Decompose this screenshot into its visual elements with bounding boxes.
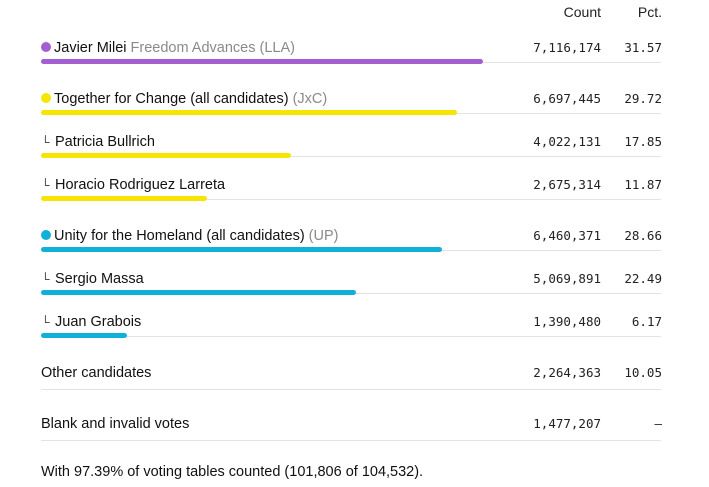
count-value: 6,697,445: [533, 91, 601, 106]
row-label: Other candidates: [41, 364, 151, 382]
row-name: Other candidates: [41, 365, 152, 381]
row-name: Patricia Bullrich: [55, 134, 155, 150]
row-divider: [41, 440, 661, 441]
pct-value: 31.57: [624, 40, 662, 55]
row-divider: [41, 199, 661, 200]
vote-share-bar: [41, 290, 356, 295]
row-label: └ Juan Grabois: [41, 313, 141, 331]
row-label: Javier Milei Freedom Advances (LLA): [41, 39, 295, 57]
party-label: (UP): [304, 228, 339, 244]
pct-value: 11.87: [624, 177, 662, 192]
vote-share-bar: [41, 59, 483, 64]
row-divider: [41, 156, 661, 157]
count-value: 2,675,314: [533, 177, 601, 192]
pct-value: 22.49: [624, 271, 662, 286]
row-name: Javier Milei: [54, 40, 127, 56]
vote-share-bar: [41, 196, 207, 201]
sub-item-icon: └: [41, 135, 50, 149]
vote-share-bar: [41, 110, 457, 115]
row-name: Unity for the Homeland (all candidates): [54, 228, 305, 244]
legend-dot-icon: [41, 230, 51, 240]
pct-header: Pct.: [637, 4, 662, 20]
vote-share-bar: [41, 333, 127, 338]
pct-value: 29.72: [624, 91, 662, 106]
row-label: └ Sergio Massa: [41, 270, 144, 288]
legend-dot-icon: [41, 42, 51, 52]
row-name: Blank and invalid votes: [41, 416, 190, 432]
count-value: 6,460,371: [533, 228, 601, 243]
vote-share-bar: [41, 247, 442, 252]
pct-value: 10.05: [624, 365, 662, 380]
count-value: 1,390,480: [533, 314, 601, 329]
row-divider: [41, 336, 661, 337]
count-value: 4,022,131: [533, 134, 601, 149]
row-name: Sergio Massa: [55, 271, 144, 287]
row-name: Juan Grabois: [55, 314, 142, 330]
pct-value: 6.17: [631, 314, 662, 329]
row-label: └ Patricia Bullrich: [41, 133, 155, 151]
count-value: 7,116,174: [533, 40, 601, 55]
sub-item-icon: └: [41, 272, 50, 286]
pct-value: –: [654, 416, 662, 431]
party-label: Freedom Advances (LLA): [126, 40, 295, 56]
vote-share-bar: [41, 153, 291, 158]
count-value: 5,069,891: [533, 271, 601, 286]
sub-item-icon: └: [41, 178, 50, 192]
row-name: Horacio Rodriguez Larreta: [55, 177, 226, 193]
row-divider: [41, 389, 661, 390]
row-label: └ Horacio Rodriguez Larreta: [41, 176, 225, 194]
count-value: 2,264,363: [533, 365, 601, 380]
sub-item-icon: └: [41, 315, 50, 329]
row-label: Together for Change (all candidates) (Jx…: [41, 90, 327, 108]
row-label: Blank and invalid votes: [41, 415, 189, 433]
row-name: Together for Change (all candidates): [54, 91, 289, 107]
pct-value: 17.85: [624, 134, 662, 149]
pct-value: 28.66: [624, 228, 662, 243]
count-value: 1,477,207: [533, 416, 601, 431]
legend-dot-icon: [41, 93, 51, 103]
row-label: Unity for the Homeland (all candidates) …: [41, 227, 339, 245]
party-label: (JxC): [288, 91, 328, 107]
footnote: With 97.39% of voting tables counted (10…: [41, 464, 424, 480]
count-header: Count: [563, 4, 601, 20]
